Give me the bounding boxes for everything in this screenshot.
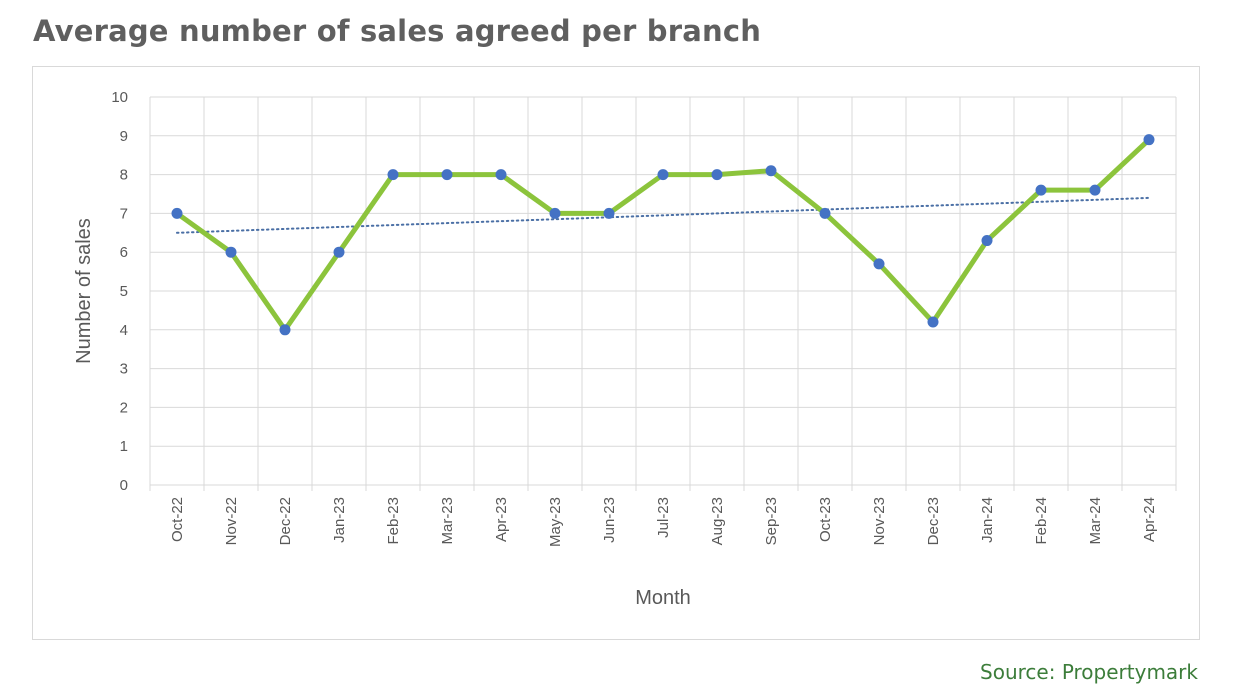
y-tick-label: 0 <box>120 477 128 494</box>
x-tick-label: Aug-23 <box>709 497 726 545</box>
page-title: Average number of sales agreed per branc… <box>33 14 762 48</box>
data-point <box>873 258 885 270</box>
data-point <box>279 324 291 336</box>
y-tick-label: 7 <box>120 205 128 222</box>
line-chart: 0 1 2 3 4 5 6 7 8 9 10 Oct-22 Nov-22 Dec-22 Jan-23 Feb… <box>73 89 1177 609</box>
y-tick-label: 10 <box>111 89 128 106</box>
x-tick-label: Mar-23 <box>439 497 456 545</box>
x-tick-label: Apr-23 <box>493 497 510 542</box>
y-tick-label: 5 <box>120 283 128 300</box>
x-tick-label: Apr-24 <box>1141 497 1158 542</box>
gridlines <box>149 96 1177 491</box>
y-axis-title: Number of sales <box>73 218 95 364</box>
data-point <box>603 207 615 219</box>
data-point <box>171 207 183 219</box>
linear-trendline <box>176 196 1150 234</box>
x-tick-label: Feb-24 <box>1033 497 1050 545</box>
x-tick-label: May-23 <box>547 497 564 547</box>
y-tick-label: 8 <box>120 167 128 184</box>
data-point <box>657 169 669 181</box>
y-tick-label: 3 <box>120 361 128 378</box>
data-point <box>1143 134 1155 146</box>
series-line <box>174 137 1152 333</box>
series-layer <box>174 137 1152 333</box>
data-point <box>765 165 777 177</box>
x-tick-label: Nov-22 <box>223 497 240 545</box>
data-point <box>387 169 399 181</box>
x-tick-label: Feb-23 <box>385 497 402 545</box>
data-point <box>711 169 723 181</box>
x-tick-label: Nov-23 <box>871 497 888 545</box>
data-point <box>333 246 345 258</box>
x-tick-label: Oct-23 <box>817 497 834 542</box>
x-tick-label: Mar-24 <box>1087 497 1104 545</box>
chart-frame: 0 1 2 3 4 5 6 7 8 9 10 Oct-22 Nov-22 Dec-22 Jan-23 Feb… <box>32 66 1200 640</box>
y-tick-label: 9 <box>120 128 128 145</box>
data-point <box>549 207 561 219</box>
x-tick-label: Sep-23 <box>763 497 780 545</box>
y-tick-label: 1 <box>120 438 128 455</box>
data-point <box>819 207 831 219</box>
y-axis-ticks: 0 1 2 3 4 5 6 7 8 9 10 <box>111 89 128 494</box>
data-point <box>1089 184 1101 196</box>
data-point <box>1035 184 1047 196</box>
x-tick-label: Jan-24 <box>979 497 996 543</box>
x-axis-ticks: Oct-22 Nov-22 Dec-22 Jan-23 Feb-23 Mar-23 Apr-… <box>169 497 1158 547</box>
markers-layer <box>171 134 1155 336</box>
trendline <box>176 196 1150 234</box>
y-tick-label: 4 <box>120 322 128 339</box>
y-tick-label: 6 <box>120 244 128 261</box>
x-tick-label: Dec-22 <box>277 497 294 545</box>
source-note: Source: Propertymark <box>980 660 1198 684</box>
y-tick-label: 2 <box>120 399 128 416</box>
x-tick-label: Oct-22 <box>169 497 186 542</box>
data-point <box>441 169 453 181</box>
data-point <box>225 246 237 258</box>
x-tick-label: Jul-23 <box>655 497 672 538</box>
x-axis-title: Month <box>635 587 691 609</box>
data-point <box>981 235 993 247</box>
x-tick-label: Jan-23 <box>331 497 348 543</box>
data-point <box>495 169 507 181</box>
x-tick-label: Dec-23 <box>925 497 942 545</box>
x-tick-label: Jun-23 <box>601 497 618 543</box>
data-point <box>927 316 939 328</box>
